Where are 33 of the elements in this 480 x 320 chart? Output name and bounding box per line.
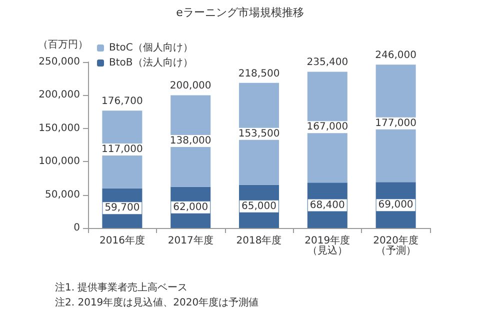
- legend-label: BtoC（個人向け）: [109, 42, 193, 54]
- total-label: 218,500: [238, 68, 280, 80]
- y-tick-label: 200,000: [38, 90, 80, 101]
- data-label: 138,000: [170, 136, 212, 147]
- legend-label: BtoB（法人向け）: [109, 56, 193, 68]
- data-label: 167,000: [306, 122, 348, 133]
- data-label: 117,000: [102, 144, 143, 156]
- text: 注1. 提供事業者売上高ベース: [55, 282, 188, 294]
- x-tick-label: 2017年度: [168, 234, 214, 246]
- x-tick-label: 2018年度: [236, 234, 282, 246]
- x-tick-label: 2019年度（見込）: [304, 234, 350, 256]
- y-tick-label: 250,000: [38, 56, 80, 68]
- data-label: 68,400: [310, 200, 345, 211]
- bar: [376, 64, 416, 182]
- total-label: 235,400: [306, 57, 348, 68]
- x-tick-label: 2020年度（予測）: [373, 234, 419, 256]
- y-tick-label: 50,000: [45, 189, 80, 200]
- total-label: 246,000: [375, 50, 416, 62]
- total-label: 176,700: [102, 96, 143, 108]
- data-label: 59,700: [104, 202, 140, 214]
- total-label: 200,000: [170, 80, 212, 92]
- chart-title: eラーニング市場規模推移: [176, 6, 304, 19]
- y-tick-label: 100,000: [38, 156, 80, 168]
- x-tick-label: 2016年度: [99, 234, 145, 246]
- data-label: 153,500: [238, 128, 280, 140]
- data-label: 69,000: [378, 200, 414, 211]
- data-label: 177,000: [375, 118, 416, 129]
- data-label: 65,000: [242, 200, 276, 212]
- text: 注2. 2019年度は見込値、2020年度は予測値: [55, 296, 259, 308]
- y-tick-label: 150,000: [38, 122, 80, 134]
- y-tick-label: 0: [74, 222, 80, 234]
- data-label: 62,000: [173, 202, 208, 213]
- y-axis-title: （百万円）: [38, 40, 88, 50]
